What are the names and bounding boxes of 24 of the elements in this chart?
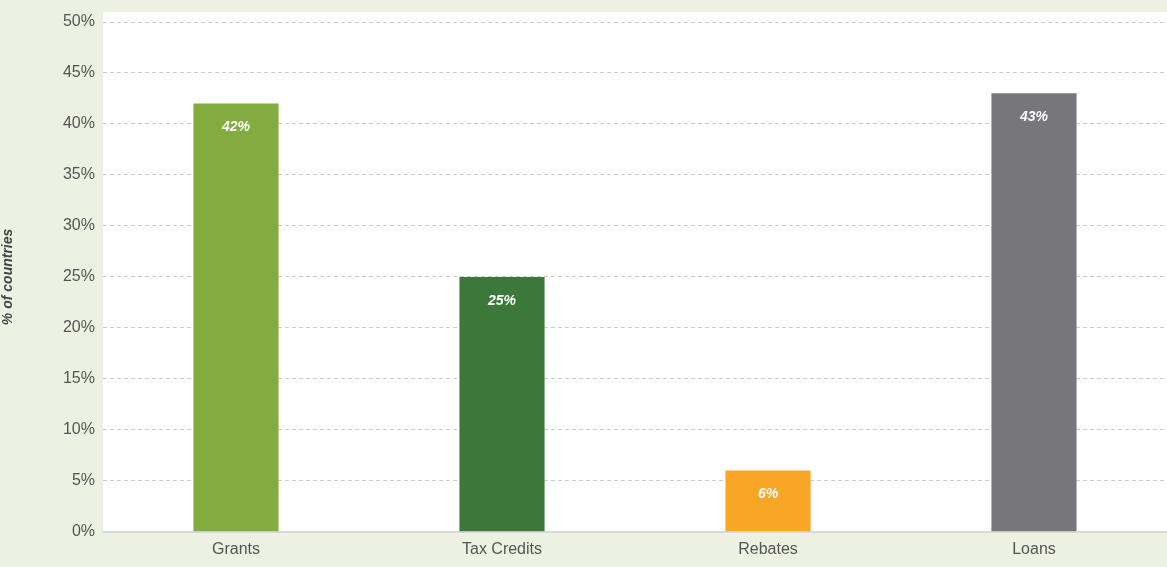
y-tick-label: 25% bbox=[62, 267, 95, 285]
y-tick-label: 10% bbox=[62, 420, 95, 438]
y-tick-label: 50% bbox=[62, 12, 95, 30]
data-label: 43% bbox=[1018, 108, 1049, 125]
y-tick-label: 30% bbox=[62, 216, 95, 234]
bar bbox=[193, 103, 279, 532]
y-tick-label: 35% bbox=[62, 165, 95, 183]
y-tick-label: 0% bbox=[71, 522, 95, 540]
y-axis-title: % of countries bbox=[0, 228, 16, 326]
y-tick-label: 40% bbox=[62, 114, 95, 132]
x-tick-label: Loans bbox=[1012, 539, 1056, 557]
y-tick-label: 45% bbox=[62, 63, 95, 81]
x-tick-label: Grants bbox=[211, 539, 261, 557]
y-tick-label: 20% bbox=[62, 318, 95, 336]
data-label: 25% bbox=[486, 291, 517, 308]
x-tick-label: Tax Credits bbox=[461, 539, 543, 557]
bar bbox=[991, 93, 1077, 532]
data-label: 6% bbox=[757, 485, 779, 502]
y-tick-label: 15% bbox=[62, 369, 95, 387]
bar bbox=[459, 276, 545, 532]
x-tick-label: Rebates bbox=[738, 539, 798, 557]
bar bbox=[725, 470, 811, 532]
y-tick-label: 5% bbox=[71, 471, 95, 489]
data-label: 42% bbox=[220, 118, 251, 135]
